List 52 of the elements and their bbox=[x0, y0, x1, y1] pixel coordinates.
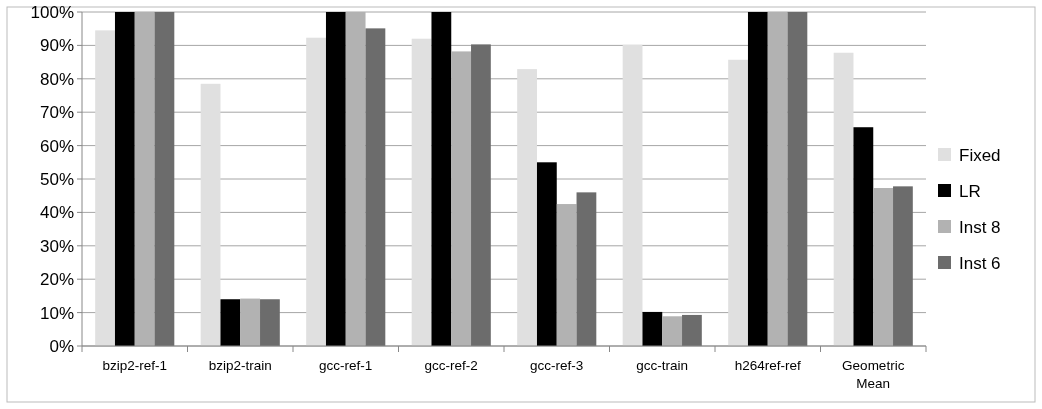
y-tick-label: 60% bbox=[39, 136, 74, 156]
x-tick-label: gcc-ref-2 bbox=[424, 358, 478, 373]
bar bbox=[306, 37, 326, 346]
x-tick-label: h264ref-ref bbox=[734, 358, 802, 373]
y-tick-label: 70% bbox=[39, 103, 74, 123]
legend-label: Fixed bbox=[959, 145, 1001, 165]
bar bbox=[642, 311, 663, 346]
bar bbox=[114, 12, 135, 346]
y-tick-label: 90% bbox=[39, 36, 74, 56]
y-tick-label: 50% bbox=[39, 169, 74, 189]
x-tick-label: gcc-train bbox=[636, 358, 689, 373]
bar bbox=[260, 299, 280, 346]
bar bbox=[517, 69, 537, 346]
y-tick-label: 10% bbox=[39, 303, 74, 323]
x-tick-label: bzip2-ref-1 bbox=[102, 358, 168, 373]
legend-label: LR bbox=[959, 181, 981, 201]
legend-label: Inst 6 bbox=[959, 253, 1001, 273]
bar bbox=[431, 12, 452, 346]
x-tick-label: Geometric Mean bbox=[842, 358, 905, 391]
y-tick-label: 40% bbox=[39, 203, 74, 223]
legend-label: Inst 8 bbox=[959, 217, 1001, 237]
bar bbox=[893, 186, 913, 346]
bar bbox=[411, 38, 432, 346]
bar bbox=[95, 30, 115, 346]
bar bbox=[365, 28, 386, 346]
bar bbox=[622, 44, 643, 346]
bar bbox=[787, 12, 808, 346]
y-tick-label: 20% bbox=[39, 270, 74, 290]
y-tick-label: 80% bbox=[39, 69, 74, 89]
bar bbox=[200, 83, 221, 346]
bar bbox=[240, 298, 261, 346]
bar bbox=[682, 314, 702, 346]
bar bbox=[154, 12, 175, 346]
bar bbox=[471, 44, 491, 346]
bar bbox=[220, 299, 241, 346]
y-tick-label: 30% bbox=[39, 236, 74, 256]
bar bbox=[662, 316, 683, 346]
x-tick-label: gcc-ref-1 bbox=[319, 358, 373, 373]
bar bbox=[536, 162, 557, 346]
x-tick-label: gcc-ref-3 bbox=[530, 358, 584, 373]
bar bbox=[747, 12, 768, 346]
bar bbox=[576, 192, 597, 346]
bar bbox=[833, 52, 854, 346]
bar bbox=[728, 59, 748, 346]
bar bbox=[853, 127, 874, 346]
y-tick-label: 0% bbox=[49, 336, 74, 356]
bar bbox=[873, 188, 894, 346]
bar bbox=[556, 204, 577, 346]
y-tick-label: 100% bbox=[30, 2, 74, 22]
x-tick-label: bzip2-train bbox=[208, 358, 272, 373]
bar bbox=[325, 12, 346, 346]
bar bbox=[451, 51, 472, 346]
